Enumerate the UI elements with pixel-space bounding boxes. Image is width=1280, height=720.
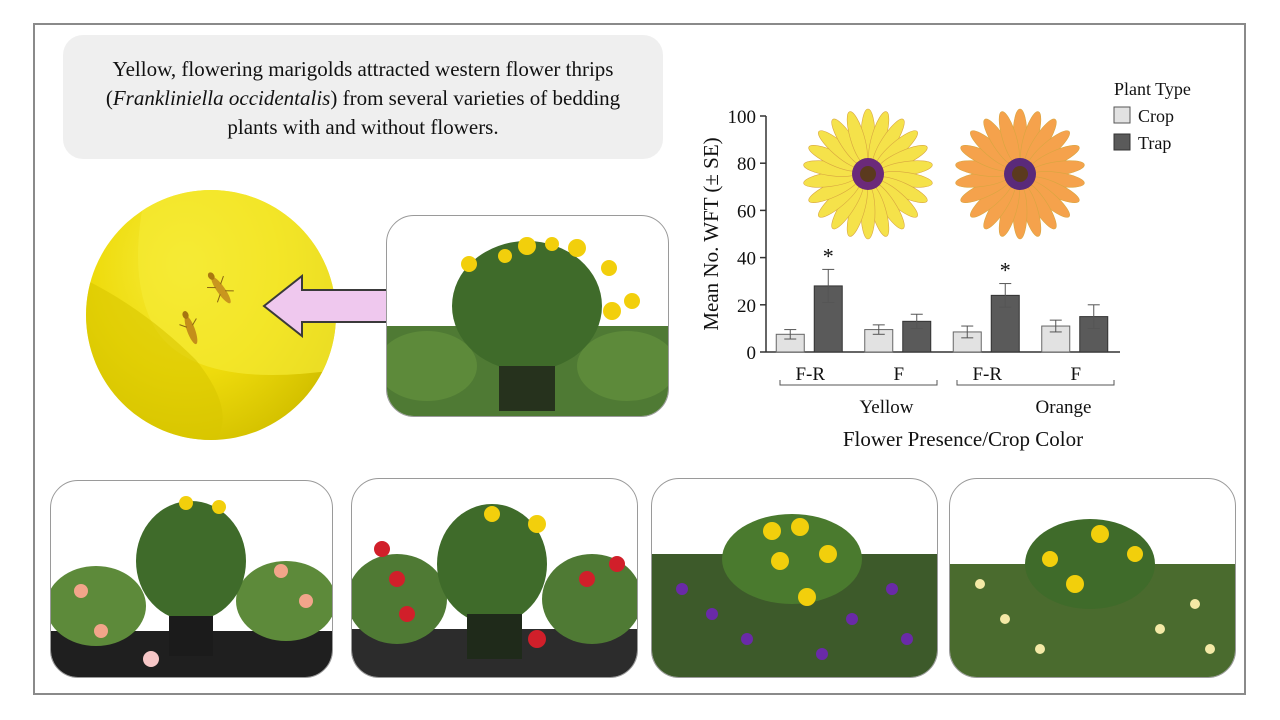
y-tick-label: 60 — [737, 201, 756, 222]
caption-text-2: ) from several varieties of bedding plan… — [227, 86, 621, 139]
thrips-insect-icon — [86, 190, 336, 440]
chart-bars: ** — [775, 243, 1109, 353]
category-label: F — [893, 364, 904, 385]
marigold-photo — [386, 215, 669, 417]
category-label: F-R — [795, 364, 825, 385]
legend-label-trap: Trap — [1138, 133, 1171, 153]
significance-marker: * — [823, 243, 834, 268]
caption-box: Yellow, flowering marigolds attracted we… — [63, 35, 663, 159]
crop-photo-cream — [949, 478, 1236, 678]
legend-label-crop: Crop — [1138, 106, 1174, 126]
group-label: Orange — [1036, 397, 1092, 418]
significance-marker: * — [1000, 258, 1011, 283]
chart-legend: Plant Type Crop Trap — [1113, 79, 1191, 153]
legend-swatch-crop — [1113, 106, 1131, 124]
legend-swatch-trap — [1113, 133, 1131, 151]
chart-axes: 0 20 40 60 80 100 F-R F F-R F Yellow Orange — [728, 107, 1120, 418]
group-bracket — [956, 380, 1115, 386]
y-tick-label: 0 — [747, 343, 757, 364]
orange-daisy-icon — [955, 108, 1085, 240]
y-tick-label: 20 — [737, 296, 756, 317]
category-label: F — [1070, 364, 1081, 385]
crop-photo-purple — [651, 478, 938, 678]
legend-title: Plant Type — [1114, 79, 1191, 99]
x-axis-label: Flower Presence/Crop Color — [843, 427, 1083, 451]
y-tick-label: 80 — [737, 154, 756, 175]
y-tick-label: 40 — [737, 249, 756, 270]
caption-species: Frankliniella occidentalis — [112, 86, 331, 110]
yellow-daisy-icon — [803, 108, 933, 240]
group-bracket — [779, 380, 938, 386]
caption-text-1: Yellow, flowering marigolds attracted we… — [105, 57, 614, 110]
y-axis-label: Mean No. WFT (± SE) — [699, 137, 723, 330]
crop-photo-salmon — [50, 480, 333, 678]
y-tick-label: 100 — [728, 107, 757, 128]
category-label: F-R — [972, 364, 1002, 385]
group-label: Yellow — [859, 397, 913, 418]
crop-photo-red — [351, 478, 638, 678]
